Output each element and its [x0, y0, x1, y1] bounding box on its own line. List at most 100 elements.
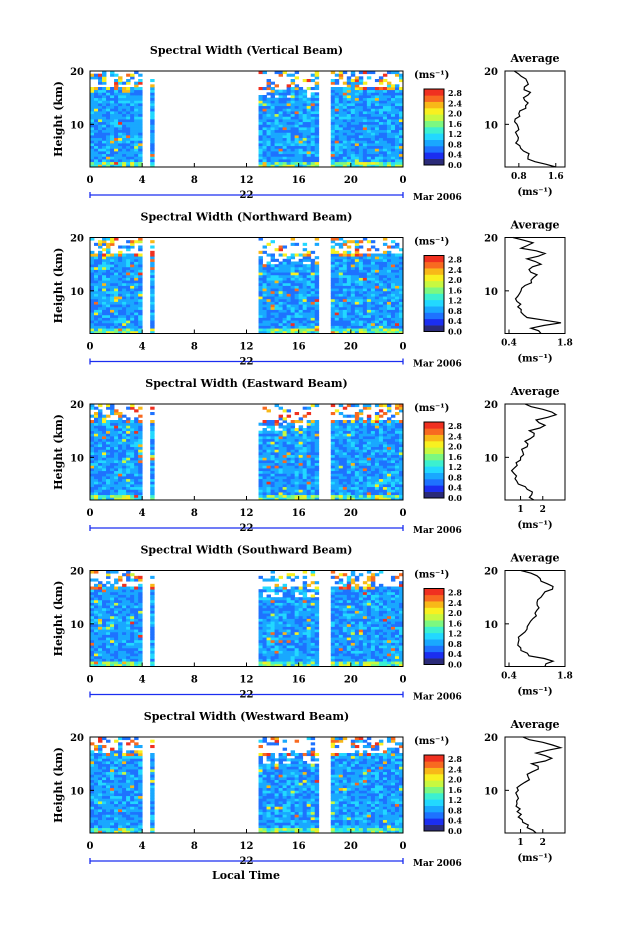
heatmap-cell — [94, 121, 99, 125]
heatmap-cell — [398, 253, 404, 257]
heatmap-cell — [310, 444, 316, 448]
heatmap-cell — [390, 454, 396, 458]
heatmap-cell — [134, 312, 139, 316]
heatmap-cell — [386, 127, 392, 131]
heatmap-cell — [290, 328, 296, 332]
heatmap-cell — [110, 127, 115, 131]
heatmap-cell — [150, 290, 155, 294]
heatmap-cell — [262, 317, 267, 321]
heatmap-cell — [374, 95, 380, 99]
heatmap-cell — [314, 468, 320, 472]
heatmap-cell — [386, 140, 392, 144]
heatmap-cell — [386, 264, 392, 268]
heatmap-cell — [126, 661, 131, 665]
heatmap-cell — [258, 465, 263, 469]
heatmap-cell — [370, 436, 376, 440]
average-x-tick-label: 0.8 — [511, 172, 527, 182]
heatmap-cell — [90, 132, 95, 136]
heatmap-cell — [354, 436, 360, 440]
heatmap-cell — [390, 476, 396, 480]
heatmap-cell — [342, 476, 348, 480]
heatmap-cell — [350, 457, 356, 461]
heatmap-cell — [90, 591, 95, 595]
heatmap-cell — [270, 441, 275, 445]
heatmap-cell — [266, 320, 271, 324]
heatmap-cell — [338, 412, 344, 416]
heatmap-cell — [362, 127, 368, 131]
heatmap-cell — [130, 116, 135, 120]
heatmap-cell — [286, 132, 292, 136]
heatmap-cell — [298, 460, 304, 464]
heatmap-cell — [274, 486, 279, 490]
heatmap-cell — [270, 312, 275, 316]
heatmap-cell — [334, 89, 340, 93]
average-x-tick-label: 1.8 — [557, 339, 573, 349]
heatmap-cell — [350, 290, 356, 294]
heatmap-cell — [114, 634, 119, 638]
heatmap-cell — [354, 404, 360, 408]
heatmap-cell — [270, 320, 275, 324]
heatmap-cell — [106, 296, 111, 300]
heatmap-cell — [258, 100, 263, 104]
heatmap-cell — [286, 129, 292, 133]
heatmap-cell — [102, 322, 107, 326]
heatmap-cell — [374, 320, 380, 324]
heatmap-cell — [106, 148, 111, 152]
heatmap-cell — [114, 164, 119, 168]
heatmap-cell — [310, 478, 316, 482]
heatmap-cell — [386, 119, 392, 123]
heatmap-cell — [110, 591, 115, 595]
heatmap-cell — [262, 269, 267, 273]
heatmap-cell — [310, 258, 316, 262]
heatmap-cell — [270, 317, 275, 321]
heatmap-cell — [122, 277, 127, 281]
heatmap-cell — [330, 261, 336, 265]
heatmap-cell — [102, 663, 107, 667]
heatmap-cell — [354, 312, 360, 316]
average-frame — [504, 237, 566, 334]
heatmap-cell — [282, 95, 288, 99]
heatmap-cell — [134, 330, 139, 334]
heatmap-cell — [94, 95, 99, 99]
heatmap-cell — [90, 586, 95, 590]
heatmap-cell — [378, 317, 384, 321]
heatmap-cell — [382, 272, 388, 276]
heatmap-cell — [390, 462, 396, 466]
heatmap-cell — [334, 492, 340, 496]
heatmap-cell — [110, 132, 115, 136]
y-axis-label: Height (km) — [52, 581, 65, 657]
heatmap-cell — [298, 269, 304, 273]
heatmap-cell — [130, 460, 135, 464]
heatmap-cell — [358, 328, 364, 332]
heatmap-cell — [342, 325, 348, 329]
heatmap-cell — [398, 124, 404, 128]
heatmap-cell — [354, 76, 360, 80]
heatmap-cell — [346, 132, 352, 136]
heatmap-cell — [386, 108, 392, 112]
heatmap-cell — [134, 306, 139, 310]
heatmap-cell — [150, 121, 155, 125]
heatmap-cell — [374, 127, 380, 131]
heatmap-cell — [342, 129, 348, 133]
heatmap-cell — [386, 258, 392, 262]
heatmap-cell — [282, 452, 288, 456]
heatmap-cell — [274, 470, 279, 474]
heatmap-cell — [98, 460, 103, 464]
heatmap-cell — [126, 623, 131, 627]
heatmap-cell — [122, 132, 127, 136]
heatmap-cell — [102, 650, 107, 654]
heatmap-cell — [306, 497, 312, 501]
heatmap-cell — [290, 89, 296, 93]
heatmap-cell — [98, 484, 103, 488]
heatmap-cell — [298, 489, 304, 493]
heatmap-cell — [298, 277, 304, 281]
heatmap-cell — [258, 105, 263, 109]
heatmap-cell — [366, 113, 372, 117]
heatmap-cell — [342, 290, 348, 294]
colorbar-swatch — [424, 127, 444, 134]
heatmap-cell — [282, 97, 288, 101]
heatmap-cell — [334, 121, 340, 125]
heatmap-cell — [358, 137, 364, 141]
heatmap-cell — [362, 309, 368, 313]
heatmap-cell — [258, 296, 263, 300]
